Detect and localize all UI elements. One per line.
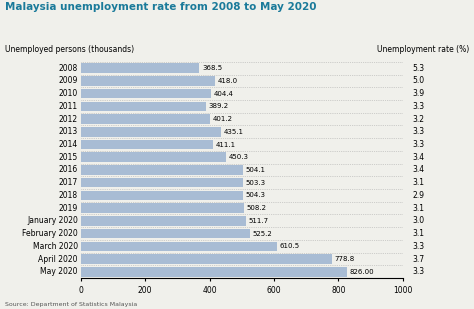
Bar (81, 242, 277, 251)
Text: 5.3: 5.3 (412, 64, 425, 73)
Text: 404.4: 404.4 (213, 91, 233, 97)
Bar (81, 229, 250, 238)
Text: 418.0: 418.0 (218, 78, 238, 84)
Text: 504.3: 504.3 (246, 193, 266, 198)
Bar (81, 254, 332, 264)
Text: 3.3: 3.3 (412, 267, 425, 276)
Bar (81, 152, 226, 162)
Bar (81, 216, 246, 226)
Text: 389.2: 389.2 (209, 103, 229, 109)
Text: 411.1: 411.1 (216, 142, 236, 147)
Text: 508.2: 508.2 (247, 205, 267, 211)
Text: 826.00: 826.00 (349, 269, 374, 275)
Text: 511.7: 511.7 (248, 218, 268, 224)
Bar (81, 76, 215, 86)
Text: 3.1: 3.1 (412, 178, 424, 187)
Bar (81, 203, 245, 213)
Text: 525.2: 525.2 (253, 231, 272, 237)
Text: Source: Department of Statistics Malaysia: Source: Department of Statistics Malaysi… (5, 303, 137, 307)
Bar (81, 140, 213, 149)
Text: 3.4: 3.4 (412, 153, 425, 162)
Text: 3.9: 3.9 (412, 89, 425, 98)
Bar (81, 89, 211, 98)
Bar (81, 63, 200, 73)
Text: 3.1: 3.1 (412, 229, 424, 238)
Text: Malaysia unemployment rate from 2008 to May 2020: Malaysia unemployment rate from 2008 to … (5, 2, 316, 11)
Text: 778.8: 778.8 (334, 256, 355, 262)
Text: 3.3: 3.3 (412, 242, 425, 251)
Bar (81, 191, 243, 200)
Text: 3.1: 3.1 (412, 204, 424, 213)
Text: Unemployment rate (%): Unemployment rate (%) (377, 45, 469, 54)
Text: 3.3: 3.3 (412, 102, 425, 111)
Text: 3.3: 3.3 (412, 127, 425, 136)
Text: 5.0: 5.0 (412, 76, 425, 85)
Text: 450.3: 450.3 (228, 154, 248, 160)
Bar (81, 114, 210, 124)
Text: 368.5: 368.5 (202, 65, 222, 71)
Text: 504.1: 504.1 (246, 167, 265, 173)
Bar (81, 267, 347, 277)
Text: 610.5: 610.5 (280, 243, 300, 249)
Bar (81, 165, 243, 175)
Text: 3.7: 3.7 (412, 255, 425, 264)
Text: 3.2: 3.2 (412, 115, 424, 124)
Text: 401.2: 401.2 (212, 116, 232, 122)
Bar (81, 102, 206, 111)
Text: 2.9: 2.9 (412, 191, 424, 200)
Text: 3.4: 3.4 (412, 165, 425, 175)
Text: 503.3: 503.3 (246, 180, 265, 186)
Text: 3.3: 3.3 (412, 140, 425, 149)
Text: 3.0: 3.0 (412, 216, 425, 225)
Text: Unemployed persons (thousands): Unemployed persons (thousands) (5, 45, 134, 54)
Text: 435.1: 435.1 (223, 129, 244, 135)
Bar (81, 127, 221, 137)
Bar (81, 178, 243, 188)
